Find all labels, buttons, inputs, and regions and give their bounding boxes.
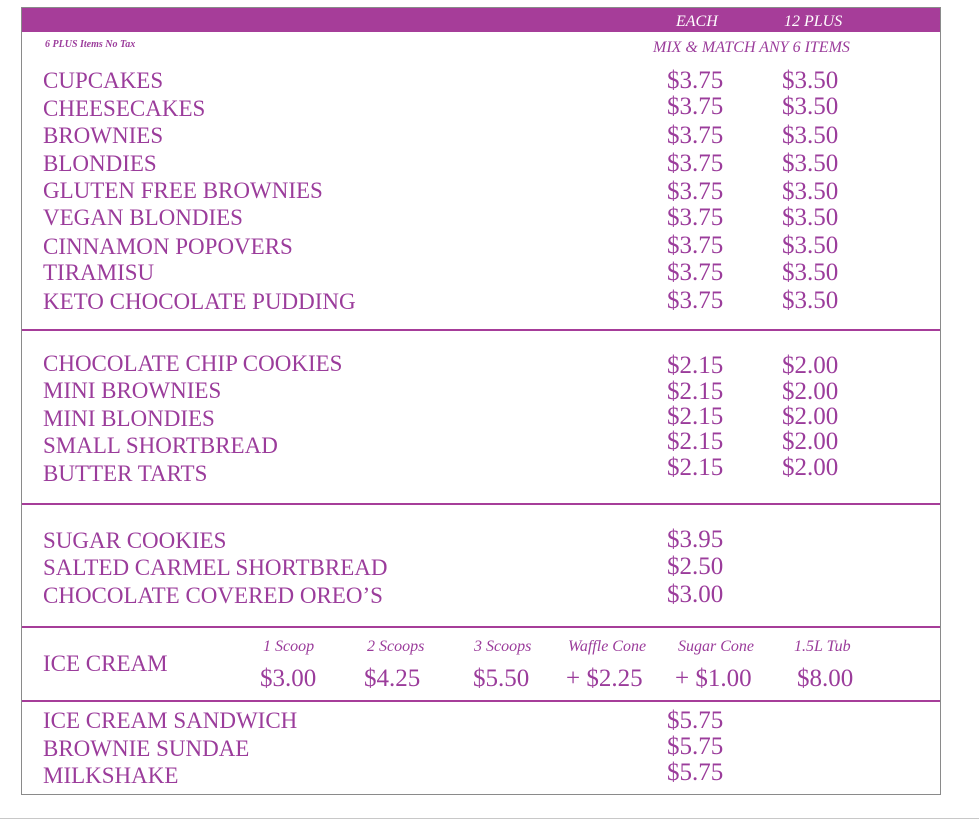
ice-cream-option-price: $5.50 (473, 665, 530, 692)
ice-cream-option-price: $8.00 (797, 665, 854, 692)
ice-cream-option-label: 3 Scoops (474, 638, 532, 655)
ice-cream-option-price: $3.00 (260, 665, 317, 692)
price-twelve-plus: $2.00 (782, 454, 839, 481)
menu-item-name: BLONDIES (43, 151, 157, 176)
menu-item-name: CUPCAKES (43, 68, 164, 93)
price-each: $3.75 (667, 204, 724, 231)
price-twelve-plus: $3.50 (782, 287, 839, 314)
menu-item-name: CHEESECAKES (43, 96, 206, 121)
price-each: $3.75 (667, 287, 724, 314)
mix-match-note: MIX & MATCH ANY 6 ITEMS (653, 39, 850, 56)
menu-item-name: BROWNIE SUNDAE (43, 736, 250, 761)
menu-item-name: VEGAN BLONDIES (43, 205, 243, 230)
ice-cream-option-label: 1.5L Tub (794, 638, 851, 655)
price-twelve-plus: $3.50 (782, 204, 839, 231)
menu-item-name: SMALL SHORTBREAD (43, 433, 278, 458)
price-twelve-plus: $3.50 (782, 259, 839, 286)
menu-item-name: GLUTEN FREE BROWNIES (43, 178, 323, 203)
twelve-plus-column-header: 12 PLUS (784, 13, 843, 30)
section-divider (22, 329, 940, 331)
price-each: $5.75 (667, 733, 724, 760)
price-twelve-plus: $3.50 (782, 232, 839, 259)
price-each: $2.15 (667, 378, 724, 405)
menu-item-name: SALTED CARMEL SHORTBREAD (43, 555, 388, 580)
price-each: $3.75 (667, 232, 724, 259)
header-bar (22, 8, 940, 32)
menu-item-name: MINI BLONDIES (43, 406, 215, 431)
no-tax-note: 6 PLUS Items No Tax (45, 39, 136, 50)
price-each: $5.75 (667, 707, 724, 734)
each-column-header: EACH (676, 13, 718, 30)
price-each: $3.75 (667, 259, 724, 286)
price-each: $2.50 (667, 553, 724, 580)
menu-item-name: BROWNIES (43, 123, 164, 148)
menu-item-name: MINI BROWNIES (43, 378, 222, 403)
page-bottom-rule (0, 818, 979, 819)
ice-cream-option-label: 1 Scoop (263, 638, 315, 655)
menu-item-name: SUGAR COOKIES (43, 528, 227, 553)
price-twelve-plus: $3.50 (782, 122, 839, 149)
price-each: $3.75 (667, 150, 724, 177)
price-each: $3.75 (667, 67, 724, 94)
price-twelve-plus: $3.50 (782, 93, 839, 120)
price-twelve-plus: $3.50 (782, 67, 839, 94)
menu-item-name: TIRAMISU (43, 260, 155, 285)
price-each: $3.75 (667, 122, 724, 149)
price-twelve-plus: $2.00 (782, 403, 839, 430)
price-each: $5.75 (667, 759, 724, 786)
price-twelve-plus: $2.00 (782, 378, 839, 405)
menu-item-name: BUTTER TARTS (43, 461, 208, 486)
price-each: $2.15 (667, 403, 724, 430)
price-twelve-plus: $2.00 (782, 352, 839, 379)
price-each: $2.15 (667, 352, 724, 379)
menu-sheet: EACH 12 PLUS 6 PLUS Items No Tax MIX & M… (21, 7, 941, 795)
price-each: $2.15 (667, 454, 724, 481)
price-twelve-plus: $3.50 (782, 178, 839, 205)
ice-cream-option-price: $4.25 (364, 665, 421, 692)
menu-item-name: CHOCOLATE COVERED OREO’S (43, 583, 383, 608)
section-divider (22, 700, 940, 702)
price-each: $3.75 (667, 178, 724, 205)
price-twelve-plus: $3.50 (782, 150, 839, 177)
price-each: $3.00 (667, 581, 724, 608)
menu-item-name: ICE CREAM SANDWICH (43, 708, 298, 733)
menu-item-name: CINNAMON POPOVERS (43, 234, 293, 259)
ice-cream-option-price: + $2.25 (566, 665, 643, 692)
section-divider (22, 626, 940, 628)
price-each: $3.95 (667, 526, 724, 553)
price-twelve-plus: $2.00 (782, 428, 839, 455)
menu-item-name: CHOCOLATE CHIP COOKIES (43, 351, 343, 376)
ice-cream-label: ICE CREAM (43, 651, 168, 676)
ice-cream-option-label: 2 Scoops (367, 638, 425, 655)
price-each: $3.75 (667, 93, 724, 120)
ice-cream-option-label: Waffle Cone (568, 638, 647, 655)
menu-item-name: KETO CHOCOLATE PUDDING (43, 289, 356, 314)
ice-cream-option-label: Sugar Cone (678, 638, 754, 655)
price-each: $2.15 (667, 428, 724, 455)
ice-cream-option-price: + $1.00 (675, 665, 752, 692)
section-divider (22, 503, 940, 505)
menu-item-name: MILKSHAKE (43, 763, 179, 788)
